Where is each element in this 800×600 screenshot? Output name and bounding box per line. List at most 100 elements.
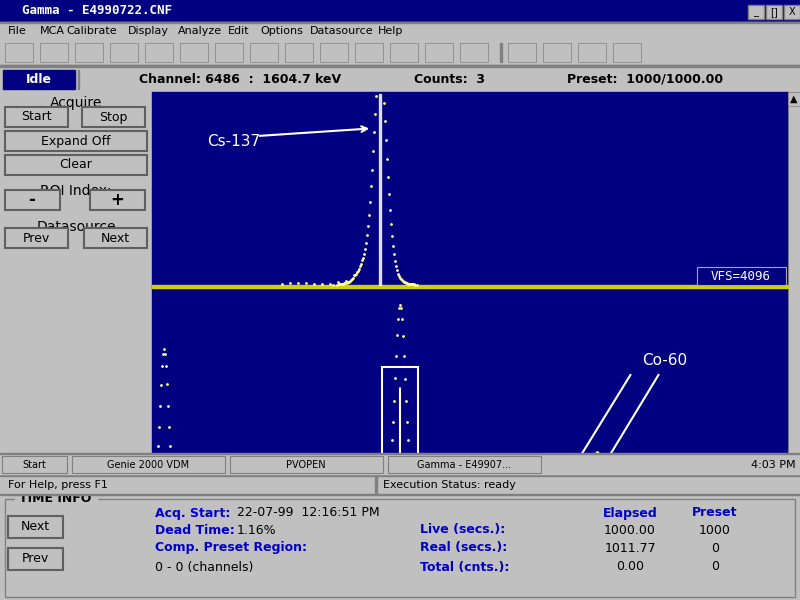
Bar [5, 155, 147, 175]
Text: Help: Help [378, 26, 403, 36]
Bar [788, 92, 800, 495]
Bar [250, 43, 278, 62]
Bar [110, 43, 138, 62]
Text: Counts:  3: Counts: 3 [414, 73, 486, 86]
Bar [2, 456, 67, 473]
Bar [697, 267, 786, 285]
Text: Dead Time:: Dead Time: [155, 523, 234, 536]
Text: Datasource: Datasource [36, 220, 116, 234]
Bar [355, 43, 383, 62]
Bar [152, 492, 788, 493]
Bar [0, 22, 800, 40]
Bar [5, 190, 60, 210]
Bar [145, 43, 173, 62]
Bar [152, 285, 788, 288]
Bar [72, 456, 225, 473]
Text: Gamma - E49907...: Gamma - E49907... [417, 460, 511, 469]
Text: Gamma - E4990722.CNF: Gamma - E4990722.CNF [22, 4, 172, 17]
Bar [543, 43, 571, 62]
Text: 4:03 PM: 4:03 PM [750, 460, 795, 469]
Text: VFS=4096: VFS=4096 [711, 269, 771, 283]
Text: 1000: 1000 [699, 523, 731, 536]
Bar [5, 228, 68, 248]
Bar [390, 43, 418, 62]
Bar [0, 67, 800, 92]
Bar [3, 70, 75, 89]
Bar [788, 481, 800, 495]
Text: Elapsed: Elapsed [602, 506, 658, 520]
Text: Clear: Clear [59, 158, 93, 172]
Bar [0, 92, 152, 495]
Text: Channel: 6486  :  1604.7 keV: Channel: 6486 : 1604.7 keV [139, 73, 341, 86]
Bar [0, 65, 800, 67]
Text: Acquire: Acquire [50, 96, 102, 110]
Text: 1011.77: 1011.77 [604, 541, 656, 554]
Bar [5, 499, 795, 597]
Text: X: X [789, 7, 795, 17]
Bar [0, 475, 800, 476]
Text: []: [] [770, 7, 778, 17]
Text: ▲: ▲ [790, 94, 798, 104]
Text: 0.00: 0.00 [616, 560, 644, 574]
Text: Co-60: Co-60 [642, 353, 687, 368]
Text: Cs-137: Cs-137 [207, 134, 260, 149]
Bar [0, 0, 800, 22]
Text: Next: Next [21, 520, 50, 533]
Bar [8, 516, 63, 538]
Bar [460, 43, 488, 62]
Bar [766, 5, 782, 19]
Bar [613, 43, 641, 62]
Bar [285, 43, 313, 62]
Text: Idle: Idle [26, 73, 52, 86]
Bar [78, 70, 79, 89]
Text: MCA: MCA [40, 26, 65, 36]
Text: 1000.00: 1000.00 [604, 523, 656, 536]
Text: TIME INFO: TIME INFO [19, 493, 91, 505]
Text: Prev: Prev [22, 232, 50, 245]
Bar [508, 43, 536, 62]
Bar [788, 92, 800, 106]
Text: Display: Display [128, 26, 169, 36]
Text: Acq. Start:: Acq. Start: [155, 506, 230, 520]
Text: +: + [110, 191, 124, 209]
Bar [84, 228, 147, 248]
Text: Prev: Prev [22, 553, 49, 565]
Bar [320, 43, 348, 62]
Bar [578, 43, 606, 62]
Bar [0, 476, 800, 494]
Text: Start: Start [22, 460, 46, 469]
Text: Edit: Edit [228, 26, 250, 36]
Text: File: File [8, 26, 26, 36]
Bar [8, 548, 63, 570]
Text: Comp. Preset Region:: Comp. Preset Region: [155, 541, 307, 554]
Text: Preset: Preset [692, 506, 738, 520]
Bar [425, 43, 453, 62]
Bar [748, 5, 764, 19]
Bar [5, 43, 33, 62]
Text: 0: 0 [711, 560, 719, 574]
Text: 1.16%: 1.16% [237, 523, 277, 536]
Text: Preset:  1000/1000.00: Preset: 1000/1000.00 [567, 73, 723, 86]
Text: Next: Next [101, 232, 130, 245]
Text: ▼: ▼ [790, 483, 798, 493]
Text: 0 - 0 (channels): 0 - 0 (channels) [155, 560, 254, 574]
Text: Real (secs.):: Real (secs.): [420, 541, 507, 554]
Text: _: _ [754, 7, 758, 17]
Bar [0, 454, 800, 474]
Bar [152, 92, 788, 495]
Bar [0, 494, 800, 495]
Text: Calibrate: Calibrate [66, 26, 117, 36]
Bar [0, 22, 800, 23]
Bar [0, 40, 800, 65]
Bar [375, 476, 377, 494]
Text: 22-07-99  12:16:51 PM: 22-07-99 12:16:51 PM [237, 506, 380, 520]
Bar [784, 5, 800, 19]
Text: Options: Options [260, 26, 303, 36]
Bar [0, 65, 800, 67]
Text: Start: Start [21, 110, 51, 124]
Bar [0, 495, 800, 600]
Text: Stop: Stop [99, 110, 127, 124]
Bar [82, 107, 145, 127]
Text: Genie 2000 VDM: Genie 2000 VDM [107, 460, 189, 469]
Text: Datasource: Datasource [310, 26, 374, 36]
